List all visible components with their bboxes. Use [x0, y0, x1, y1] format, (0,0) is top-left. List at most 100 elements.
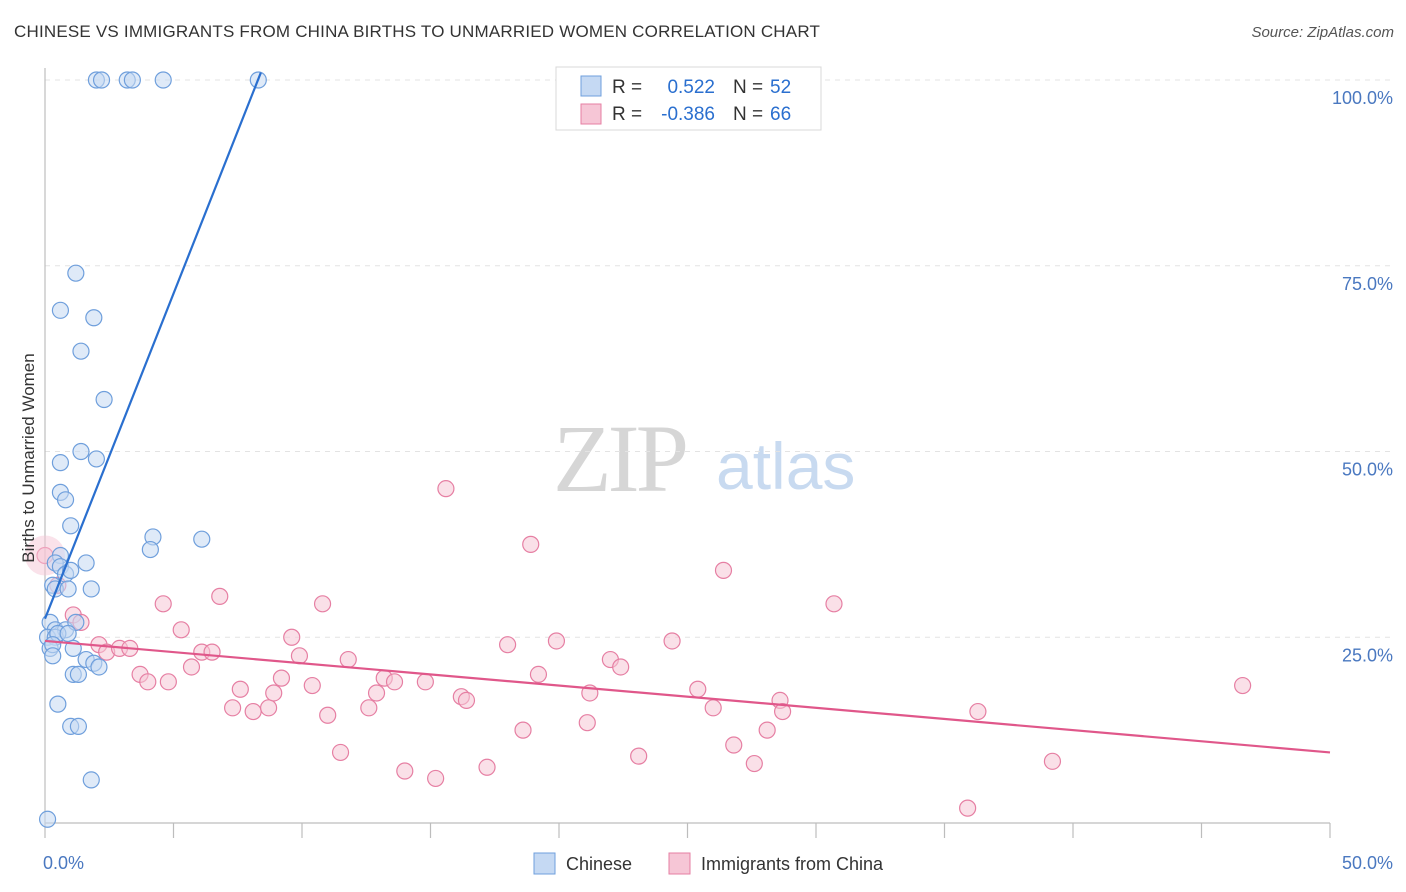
immigrants-point — [172, 621, 190, 639]
immigrants-point — [283, 628, 301, 646]
immigrants-point — [331, 743, 350, 762]
legend-n-label-chinese: N = — [733, 77, 763, 98]
immigrants-point — [745, 754, 763, 773]
watermark-zip: ZIP — [553, 405, 686, 512]
chinese-point — [90, 658, 108, 676]
immigrants-point — [969, 702, 987, 721]
immigrants-point — [265, 684, 283, 702]
immigrants-point — [139, 673, 157, 691]
chinese-point — [59, 624, 77, 643]
x-ticks — [44, 823, 1331, 838]
immigrants-point — [290, 647, 309, 665]
legend: R = 0.522 N = 52 R = -0.386 N = 66 — [555, 66, 822, 131]
x-tick-label-min: 0.0% — [43, 853, 84, 873]
series-immigrants-points — [25, 480, 1252, 817]
immigrants-point — [272, 669, 291, 687]
immigrants-point — [773, 702, 792, 721]
immigrants-point — [231, 680, 249, 698]
bottom-legend-label-chinese: Chinese — [566, 854, 632, 874]
legend-r-value-chinese: 0.522 — [667, 77, 715, 98]
y-tick-label: 25.0% — [1342, 645, 1393, 665]
y-axis-title: Births to Unmarried Women — [19, 353, 38, 562]
series-chinese-points — [38, 71, 267, 828]
watermark-atlas: atlas — [716, 429, 855, 503]
chinese-trend-line — [43, 72, 262, 620]
immigrants-point — [457, 691, 476, 710]
chinese-point — [38, 810, 57, 828]
immigrants-point — [704, 699, 722, 717]
immigrants-point — [725, 736, 743, 754]
immigrants-point — [514, 721, 532, 739]
immigrants-point — [211, 587, 229, 605]
immigrants-point — [499, 636, 517, 654]
chinese-point — [141, 540, 159, 559]
legend-r-label-chinese: R = — [612, 77, 642, 98]
immigrants-point — [1043, 752, 1062, 770]
chart-title: CHINESE VS IMMIGRANTS FROM CHINA BIRTHS … — [14, 22, 821, 41]
immigrants-point — [416, 673, 434, 691]
bottom-legend-swatch-immigrants — [668, 852, 691, 875]
immigrants-point — [427, 769, 445, 788]
chinese-point — [69, 665, 88, 684]
immigrants-point — [758, 721, 776, 739]
immigrants-point — [1234, 676, 1252, 695]
y-tick-label: 50.0% — [1342, 460, 1393, 480]
legend-r-label-immigrants: R = — [612, 104, 642, 125]
chinese-point — [92, 71, 111, 89]
y-tick-label: 100.0% — [1332, 88, 1393, 108]
chinese-point — [85, 309, 103, 327]
y-tick-labels: 100.0% 75.0% 50.0% 25.0% — [1332, 88, 1393, 665]
chinese-point — [95, 390, 113, 409]
source-label: Source: ZipAtlas.com — [1251, 24, 1394, 41]
immigrants-point — [182, 658, 201, 676]
chinese-point — [72, 342, 90, 360]
immigrants-point — [259, 699, 278, 717]
x-tick-label-max: 50.0% — [1342, 853, 1393, 873]
immigrants-point — [478, 758, 496, 776]
immigrants-point — [396, 762, 414, 780]
immigrants-point — [437, 480, 455, 498]
immigrants-point — [224, 699, 242, 717]
legend-r-value-immigrants: -0.386 — [661, 104, 715, 125]
immigrants-point — [547, 632, 566, 650]
chinese-point — [51, 454, 70, 472]
chinese-point — [51, 301, 70, 319]
immigrants-point — [360, 699, 378, 717]
immigrants-point — [522, 535, 540, 553]
legend-swatch-immigrants — [580, 103, 602, 125]
chinese-point — [154, 71, 172, 89]
legend-n-label-immigrants: N = — [733, 104, 763, 125]
y-tick-label: 75.0% — [1342, 274, 1393, 294]
immigrants-point — [663, 632, 681, 650]
chinese-point — [82, 771, 100, 789]
immigrants-point — [385, 673, 404, 691]
immigrants-point — [303, 676, 321, 695]
immigrants-point — [244, 702, 262, 721]
immigrants-point — [959, 799, 977, 817]
trend-lines — [43, 72, 1331, 754]
bottom-legend: Chinese Immigrants from China — [533, 852, 884, 875]
immigrants-point — [339, 650, 357, 669]
chinese-point — [82, 580, 100, 598]
immigrants-point — [159, 673, 177, 691]
chinese-point — [123, 71, 141, 89]
legend-swatch-chinese — [580, 75, 602, 97]
immigrants-point — [630, 747, 648, 765]
chinese-point — [49, 695, 67, 713]
chinese-point — [77, 554, 95, 572]
bottom-legend-swatch-chinese — [533, 852, 556, 875]
immigrants-point — [367, 684, 386, 702]
chinese-point — [56, 491, 75, 509]
chinese-point — [62, 517, 80, 535]
chinese-point — [44, 647, 62, 665]
legend-n-value-chinese: 52 — [770, 77, 791, 98]
chinese-point — [72, 442, 90, 461]
immigrants-point — [203, 643, 221, 661]
immigrants-point — [825, 595, 843, 613]
chinese-point — [87, 450, 106, 468]
gridlines — [45, 79, 1392, 638]
immigrants-point — [319, 706, 337, 724]
immigrants-trend-line — [44, 639, 1331, 754]
immigrants-point — [578, 714, 596, 732]
